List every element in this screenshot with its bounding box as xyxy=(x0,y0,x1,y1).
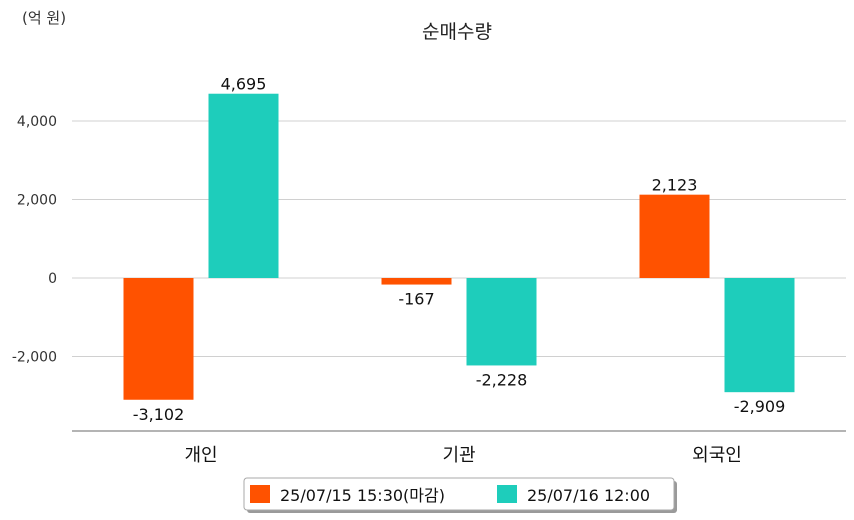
y-tick-label: 2,000 xyxy=(17,193,57,209)
bar xyxy=(466,278,537,366)
x-axis-ticks: 개인 기관 외국인 xyxy=(184,445,741,466)
chart-title: 순매수량 xyxy=(422,21,492,43)
data-label: 2,123 xyxy=(652,176,698,195)
bars xyxy=(123,93,795,400)
data-label: -167 xyxy=(398,290,434,309)
bar xyxy=(639,194,710,278)
y-axis-ticks: 4,000 2,000 0 -2,000 xyxy=(12,114,57,366)
data-label: -2,909 xyxy=(734,397,786,416)
legend-box xyxy=(243,477,675,511)
bar xyxy=(123,278,194,400)
data-label: -3,102 xyxy=(133,405,185,424)
legend-swatch-series-2 xyxy=(497,485,517,503)
x-tick-label: 기관 xyxy=(442,445,475,466)
legend-label-series-1: 25/07/15 15:30(마감) xyxy=(280,486,445,505)
unit-label: (억 원) xyxy=(22,9,66,27)
bar xyxy=(208,93,279,278)
gridlines xyxy=(72,120,846,357)
x-tick-label: 외국인 xyxy=(692,445,742,466)
x-tick-label: 개인 xyxy=(184,445,217,466)
y-tick-label: -2,000 xyxy=(12,350,57,366)
bar xyxy=(381,278,452,285)
legend: 25/07/15 15:30(마감) 25/07/16 12:00 xyxy=(243,477,677,513)
data-label: 4,695 xyxy=(221,75,267,94)
y-tick-label: 0 xyxy=(48,271,57,287)
y-tick-label: 4,000 xyxy=(17,114,57,130)
data-label: -2,228 xyxy=(476,370,528,389)
legend-swatch-series-1 xyxy=(250,485,270,503)
data-labels: -3,102 4,695 -167 -2,228 2,123 -2,909 xyxy=(133,75,786,424)
bar xyxy=(724,278,795,393)
legend-label-series-2: 25/07/16 12:00 xyxy=(527,486,650,505)
